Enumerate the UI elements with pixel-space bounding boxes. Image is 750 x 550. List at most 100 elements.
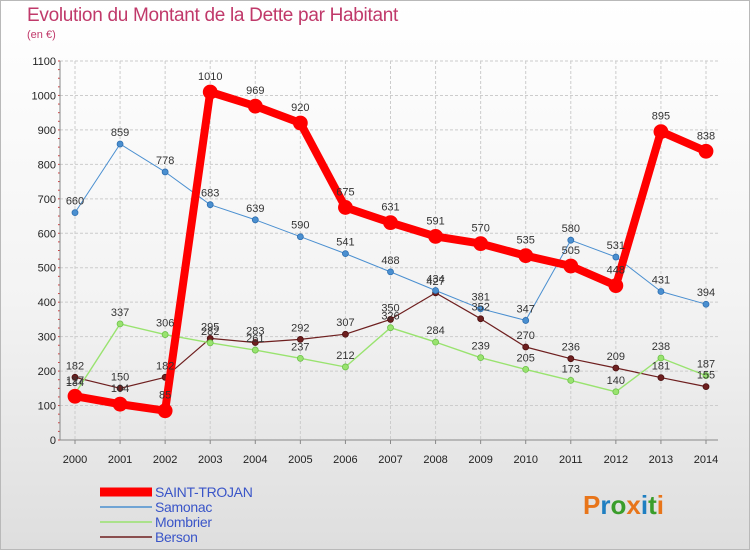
data-label-berson: 270: [517, 330, 535, 342]
point-mombrier: [702, 372, 710, 379]
data-label-berson: 292: [291, 322, 309, 334]
point-mombrier: [161, 331, 169, 338]
data-label-mombrier: 261: [246, 333, 264, 345]
point-saint-trojan: [67, 388, 83, 404]
x-tick-label: 2012: [604, 454, 628, 466]
data-label-mombrier: 337: [111, 307, 129, 319]
data-label-berson: 150: [111, 371, 129, 383]
x-tick-label: 2006: [333, 454, 357, 466]
point-samonac: [342, 250, 349, 258]
data-label-saint-trojan: 127: [66, 375, 84, 387]
chart-title: Evolution du Montant de la Dette par Hab…: [27, 5, 398, 26]
legend-label-berson: Berson: [155, 529, 198, 545]
data-label-samonac: 531: [607, 240, 625, 252]
data-label-saint-trojan: 448: [607, 265, 625, 277]
data-label-mombrier: 306: [156, 318, 174, 330]
point-berson: [477, 315, 485, 323]
point-saint-trojan: [112, 396, 128, 412]
data-label-mombrier: 238: [652, 341, 670, 353]
data-label-mombrier: 212: [336, 350, 354, 362]
proxiti-logo: Proxiti: [583, 490, 664, 521]
logo-letter: x: [626, 490, 641, 520]
point-mombrier: [522, 365, 530, 373]
x-tick-label: 2001: [108, 454, 132, 466]
point-samonac: [612, 253, 620, 261]
point-mombrier: [657, 354, 665, 362]
point-samonac: [116, 140, 124, 148]
data-label-berson: 427: [426, 276, 444, 288]
y-tick-label: 0: [50, 435, 56, 447]
point-saint-trojan: [428, 228, 443, 244]
x-tick-label: 2000: [63, 454, 87, 466]
x-tick-label: 2002: [153, 454, 177, 466]
data-label-berson: 283: [246, 325, 264, 337]
point-samonac: [432, 287, 439, 294]
x-tick-label: 2014: [694, 454, 718, 466]
data-label-saint-trojan: 85: [159, 390, 171, 402]
data-label-saint-trojan: 104: [111, 383, 129, 395]
data-label-samonac: 541: [336, 237, 354, 249]
point-berson: [251, 339, 259, 346]
point-berson: [296, 335, 304, 343]
chart-subtitle: (en €): [27, 29, 56, 41]
y-tick-label: 200: [38, 366, 56, 378]
data-label-saint-trojan: 920: [291, 102, 309, 114]
data-label-samonac: 347: [517, 303, 535, 315]
y-tick-label: 1100: [32, 56, 56, 68]
point-samonac: [251, 216, 259, 224]
data-label-berson: 209: [607, 351, 625, 363]
point-saint-trojan: [202, 84, 218, 100]
point-samonac: [702, 300, 710, 308]
y-tick-label: 400: [38, 297, 56, 309]
data-label-saint-trojan: 591: [426, 215, 444, 227]
point-berson: [522, 343, 530, 351]
data-label-mombrier: 326: [381, 311, 399, 323]
point-berson: [702, 383, 710, 390]
x-tick-label: 2010: [513, 454, 537, 466]
data-label-saint-trojan: 675: [336, 186, 354, 198]
point-mombrier: [206, 339, 214, 347]
point-mombrier: [567, 376, 575, 384]
data-label-mombrier: 282: [201, 326, 219, 338]
point-samonac: [567, 236, 575, 244]
legend-label-saint-trojan: SAINT-TROJAN: [155, 484, 253, 500]
data-label-samonac: 660: [66, 196, 84, 208]
x-tick-label: 2004: [243, 454, 267, 466]
x-tick-label: 2013: [649, 454, 673, 466]
data-label-saint-trojan: 631: [381, 202, 399, 214]
data-label-mombrier: 140: [607, 375, 625, 387]
point-samonac: [206, 201, 214, 209]
point-mombrier: [432, 338, 439, 346]
data-label-mombrier: 237: [291, 341, 309, 353]
data-label-saint-trojan: 838: [697, 130, 715, 142]
logo-letter: i: [640, 490, 649, 520]
point-saint-trojan: [698, 143, 714, 159]
data-label-mombrier: 284: [426, 325, 444, 337]
data-label-berson: 352: [471, 302, 489, 314]
point-samonac: [161, 168, 169, 176]
y-tick-label: 800: [38, 159, 56, 171]
data-label-samonac: 394: [697, 287, 715, 299]
point-saint-trojan: [292, 115, 308, 131]
data-label-berson: 295: [201, 321, 219, 333]
point-saint-trojan: [247, 98, 263, 114]
data-label-saint-trojan: 969: [246, 85, 264, 97]
point-saint-trojan: [473, 236, 489, 252]
data-label-berson: 307: [336, 317, 354, 329]
point-samonac: [387, 268, 394, 276]
point-saint-trojan: [383, 215, 398, 230]
point-berson: [567, 355, 575, 363]
x-tick-label: 2009: [468, 454, 492, 466]
point-mombrier: [251, 346, 259, 354]
y-tick-label: 500: [38, 263, 56, 275]
point-berson: [116, 384, 124, 392]
y-tick-label: 100: [38, 401, 56, 413]
legend-label-mombrier: Mombrier: [155, 514, 212, 530]
x-tick-label: 2005: [288, 454, 312, 466]
data-label-samonac: 381: [471, 292, 489, 304]
legend-label-samonac: Samonac: [155, 499, 212, 515]
point-saint-trojan: [653, 124, 669, 140]
x-tick-label: 2003: [198, 454, 222, 466]
